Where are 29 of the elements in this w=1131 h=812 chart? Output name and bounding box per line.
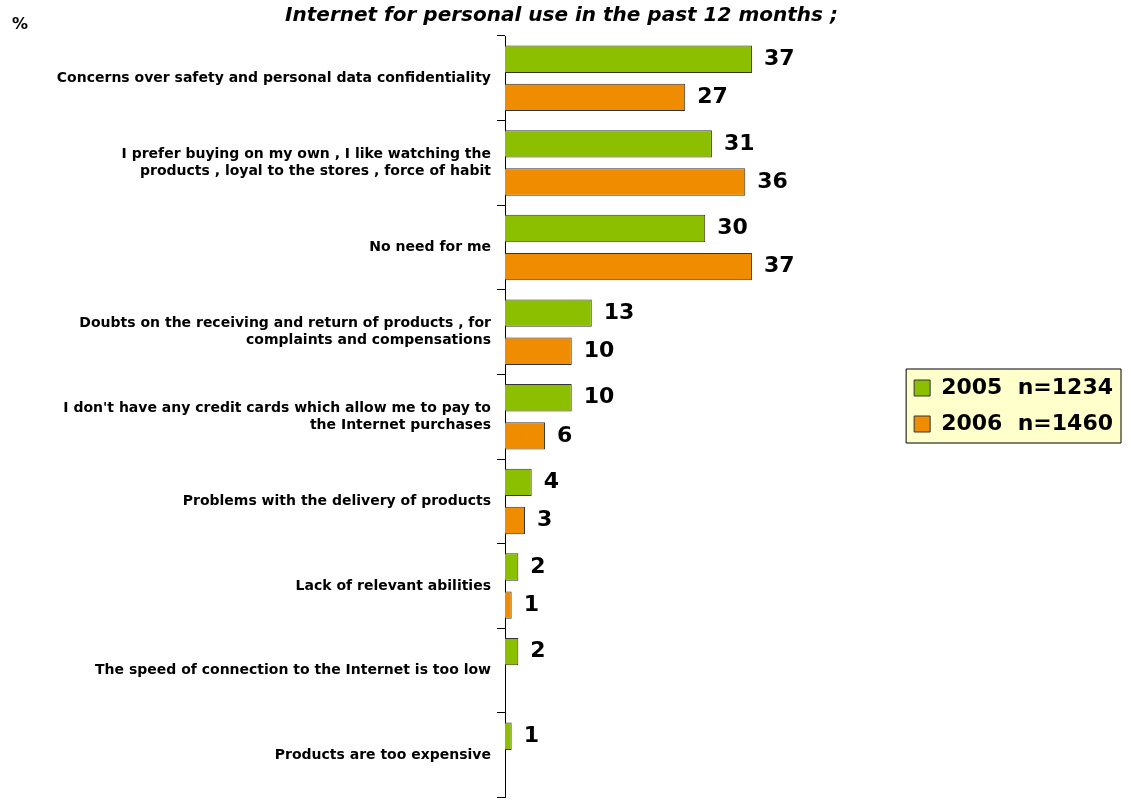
text: % (12, 14, 29, 33)
data-label: 1 (523, 590, 539, 616)
data-label: 2 (530, 637, 546, 663)
y-tick-label: Doubts on the receiving and return of products , for complaints and compensations (79, 314, 492, 348)
data-label: 27 (697, 83, 728, 109)
y-tick-label: Concerns over safety and personal data confidentiality (56, 68, 491, 85)
y-tick-label: Products are too expensive (274, 745, 491, 762)
data-label: 36 (757, 167, 788, 193)
data-label: 10 (583, 383, 615, 409)
data-label: 37 (763, 252, 795, 278)
y-tick-label: No need for me (369, 238, 491, 255)
data-label: 2 (530, 552, 546, 578)
data-label: 10 (583, 336, 615, 362)
data-label: 4 (543, 468, 560, 494)
y-tick-label: The speed of connection to the Internet is too low (95, 661, 492, 678)
data-label: 37 (763, 44, 795, 70)
y-tick-label: I prefer buying on my own , I like watching the products , loyal to the stores , force of habit (121, 145, 492, 178)
y-tick-label: I don't have any credit cards which allow me to pay to the Internet purchases (63, 399, 492, 432)
y-tick-label: Problems with the delivery of products (182, 492, 491, 509)
data-label: 1 (523, 721, 539, 747)
data-label: 30 (717, 214, 748, 240)
y-tick-label: Lack of relevant abilities (295, 576, 491, 593)
data-label: 6 (557, 421, 573, 447)
legend-label: 2006 n=1460 (941, 409, 1113, 435)
chart-title: Internet for personal use in the past 12 months ; (285, 2, 838, 27)
data-label: 31 (723, 129, 755, 155)
legend-label: 2005 n=1234 (941, 373, 1113, 399)
data-label: 13 (603, 298, 635, 324)
data-label: 3 (537, 506, 553, 532)
